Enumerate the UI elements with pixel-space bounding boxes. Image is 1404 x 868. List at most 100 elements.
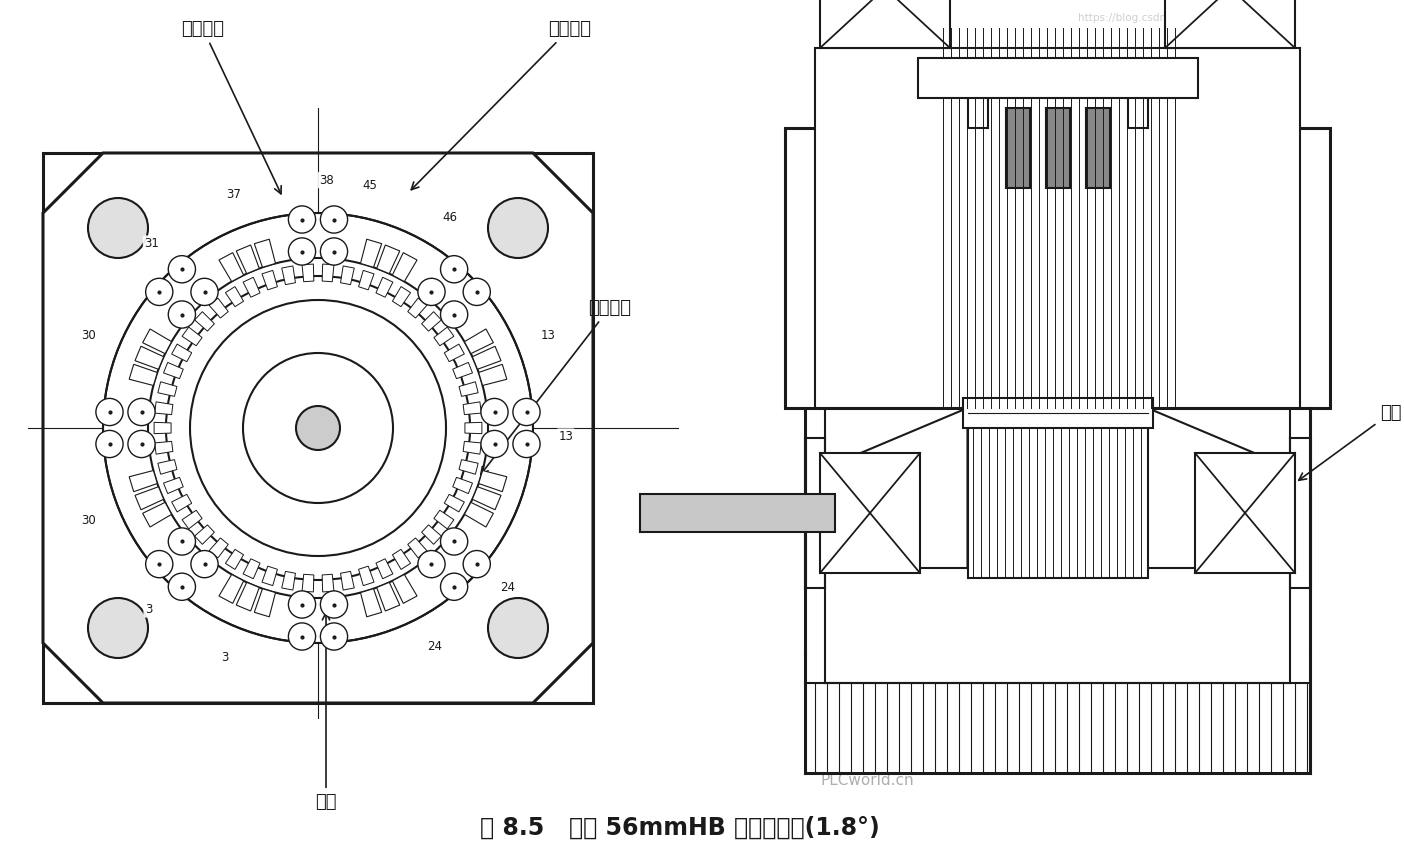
- Polygon shape: [826, 408, 967, 568]
- Text: PLCworld.cn: PLCworld.cn: [820, 773, 914, 788]
- Bar: [967, 78, 987, 128]
- Polygon shape: [282, 266, 295, 285]
- Circle shape: [243, 353, 393, 503]
- Circle shape: [191, 550, 218, 578]
- Circle shape: [146, 279, 173, 306]
- Polygon shape: [393, 549, 410, 569]
- Polygon shape: [171, 344, 192, 362]
- Text: 13: 13: [559, 431, 573, 444]
- Circle shape: [190, 300, 446, 556]
- Polygon shape: [479, 470, 507, 491]
- Bar: [640, 494, 835, 532]
- Polygon shape: [407, 298, 427, 318]
- Circle shape: [320, 591, 348, 618]
- Polygon shape: [392, 575, 417, 603]
- Text: 定子铁心: 定子铁心: [1056, 298, 1099, 408]
- Polygon shape: [434, 510, 453, 529]
- Bar: [44, 153, 592, 703]
- Polygon shape: [243, 559, 260, 579]
- Text: 13: 13: [541, 329, 556, 342]
- Circle shape: [95, 431, 124, 457]
- Polygon shape: [376, 245, 400, 273]
- Text: 45: 45: [362, 179, 378, 192]
- Text: 3: 3: [222, 652, 229, 664]
- Polygon shape: [434, 327, 453, 345]
- Polygon shape: [459, 382, 479, 397]
- Circle shape: [146, 550, 173, 578]
- Polygon shape: [1147, 408, 1290, 568]
- Bar: [814, 48, 1300, 408]
- Bar: [1046, 108, 1070, 188]
- Polygon shape: [163, 477, 184, 494]
- Bar: [1195, 453, 1294, 573]
- Circle shape: [441, 573, 468, 601]
- Polygon shape: [135, 346, 164, 369]
- Polygon shape: [195, 312, 215, 331]
- Polygon shape: [219, 575, 244, 603]
- Polygon shape: [129, 470, 157, 491]
- Polygon shape: [444, 344, 465, 362]
- Polygon shape: [209, 538, 229, 558]
- Polygon shape: [154, 423, 171, 434]
- Text: 37: 37: [226, 188, 240, 201]
- Circle shape: [418, 550, 445, 578]
- Bar: [820, 0, 951, 48]
- Polygon shape: [444, 494, 465, 512]
- Bar: [1165, 0, 1294, 48]
- Circle shape: [288, 591, 316, 618]
- Circle shape: [482, 398, 508, 425]
- Text: 31: 31: [145, 237, 160, 250]
- Polygon shape: [472, 487, 501, 510]
- Polygon shape: [452, 363, 473, 378]
- Polygon shape: [465, 423, 482, 434]
- Polygon shape: [361, 240, 382, 267]
- Text: 图 8.5   两相 56mmHB 型步进电机(1.8°): 图 8.5 两相 56mmHB 型步进电机(1.8°): [480, 816, 880, 840]
- Polygon shape: [219, 253, 244, 281]
- Circle shape: [95, 398, 124, 425]
- Polygon shape: [463, 441, 482, 454]
- Text: https://blog.csdn.net/weixin_44746581: https://blog.csdn.net/weixin_44746581: [1078, 12, 1282, 23]
- Circle shape: [320, 623, 348, 650]
- Bar: [963, 398, 1153, 428]
- Circle shape: [168, 528, 195, 556]
- Circle shape: [418, 279, 445, 306]
- Polygon shape: [282, 571, 295, 590]
- Polygon shape: [322, 264, 334, 282]
- Circle shape: [168, 256, 195, 283]
- Polygon shape: [376, 559, 393, 579]
- Bar: [820, 453, 920, 573]
- Text: 3: 3: [145, 603, 153, 616]
- Polygon shape: [263, 270, 278, 290]
- Polygon shape: [154, 402, 173, 415]
- Polygon shape: [341, 266, 354, 285]
- Text: 24: 24: [500, 581, 515, 594]
- Text: 46: 46: [442, 211, 456, 224]
- Polygon shape: [209, 298, 229, 318]
- Polygon shape: [393, 286, 410, 306]
- Polygon shape: [143, 329, 171, 353]
- Circle shape: [512, 398, 541, 425]
- Circle shape: [320, 206, 348, 233]
- Polygon shape: [459, 460, 479, 474]
- Polygon shape: [421, 525, 441, 544]
- Text: 定子主板: 定子主板: [411, 20, 591, 190]
- Circle shape: [288, 623, 316, 650]
- Polygon shape: [183, 510, 202, 529]
- Polygon shape: [341, 571, 354, 590]
- Circle shape: [128, 431, 154, 457]
- Polygon shape: [407, 538, 427, 558]
- Bar: [1085, 108, 1109, 188]
- Polygon shape: [226, 286, 243, 306]
- Circle shape: [168, 573, 195, 601]
- Polygon shape: [44, 153, 592, 703]
- Polygon shape: [243, 277, 260, 297]
- Polygon shape: [171, 494, 192, 512]
- Polygon shape: [465, 503, 493, 527]
- Text: 转子小齿: 转子小齿: [480, 299, 630, 474]
- Circle shape: [463, 550, 490, 578]
- Text: 定子小齿: 定子小齿: [181, 20, 281, 194]
- Polygon shape: [376, 582, 400, 611]
- Polygon shape: [358, 566, 373, 586]
- Polygon shape: [135, 487, 164, 510]
- Text: 38: 38: [319, 174, 334, 187]
